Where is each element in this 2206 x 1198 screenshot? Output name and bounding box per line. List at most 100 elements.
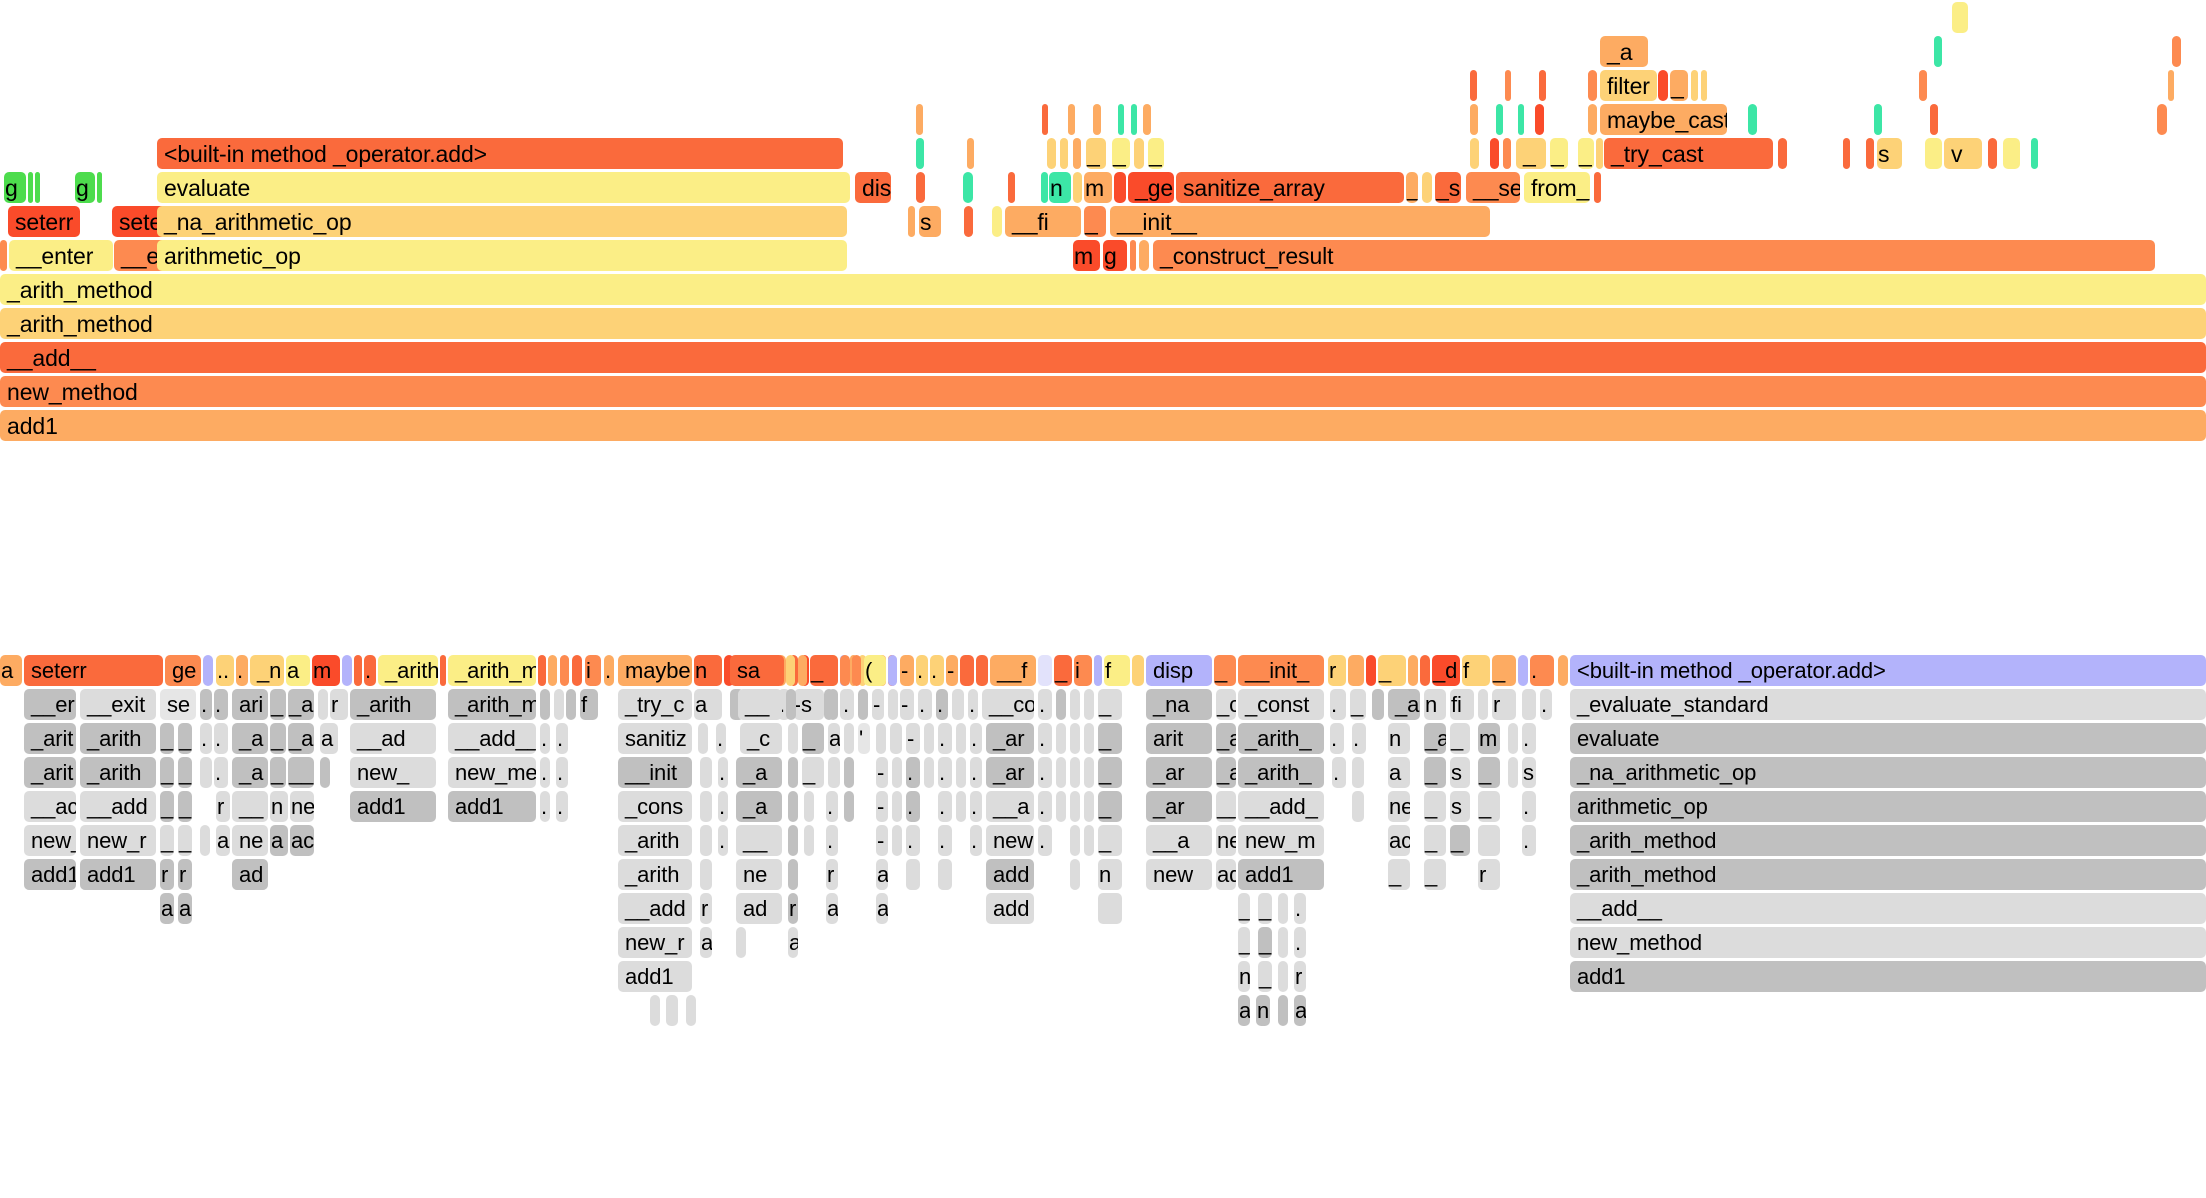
top-frame-d5-8[interactable]: [963, 172, 973, 203]
bottom-frame-d0-65[interactable]: [1348, 655, 1364, 686]
bottom-frame-d2-14[interactable]: sanitiz: [618, 723, 692, 754]
bottom-frame-d1-4[interactable]: .: [214, 689, 228, 720]
bottom-frame-d2-10[interactable]: __ad: [350, 723, 436, 754]
bottom-frame-d3-38[interactable]: .: [1332, 757, 1346, 788]
bottom-frame-d5-9[interactable]: _arith: [618, 825, 692, 856]
bottom-frame-d4-12[interactable]: _cons: [618, 791, 692, 822]
bottom-frame-d5-26[interactable]: __a: [1146, 825, 1212, 856]
bottom-frame-d3-8[interactable]: __: [288, 757, 314, 788]
top-frame-d6-4[interactable]: s: [919, 206, 941, 237]
bottom-frame-d7-6[interactable]: a: [826, 893, 838, 924]
bottom-frame-d1-51[interactable]: _a: [1388, 689, 1420, 720]
bottom-frame-d4-41[interactable]: arithmetic_op: [1570, 791, 2206, 822]
top-frame-d4-14[interactable]: _: [1550, 138, 1568, 169]
bottom-frame-d7-7[interactable]: a: [876, 893, 888, 924]
bottom-frame-d1-42[interactable]: [1070, 689, 1080, 720]
bottom-frame-d0-72[interactable]: _: [1492, 655, 1516, 686]
bottom-frame-d5-4[interactable]: [200, 825, 210, 856]
bottom-frame-d2-0[interactable]: _arit: [24, 723, 76, 754]
top-frame-d4-7[interactable]: _: [1112, 138, 1130, 169]
bottom-frame-d2-27[interactable]: [924, 723, 934, 754]
bottom-frame-d6-20[interactable]: _: [1424, 859, 1446, 890]
bottom-frame-d3-16[interactable]: .: [718, 757, 728, 788]
bottom-frame-d7-4[interactable]: ad: [736, 893, 782, 924]
bottom-frame-d4-36[interactable]: ne: [1388, 791, 1410, 822]
bottom-frame-d5-13[interactable]: [788, 825, 798, 856]
bottom-frame-d1-34[interactable]: -: [900, 689, 914, 720]
bottom-frame-d2-16[interactable]: .: [716, 723, 726, 754]
bottom-frame-d5-33[interactable]: .: [1522, 825, 1536, 856]
bottom-frame-d3-43[interactable]: _: [1478, 757, 1500, 788]
top-frame-d3-15[interactable]: [1930, 104, 1938, 135]
bottom-frame-d7-2[interactable]: __add: [618, 893, 692, 924]
bottom-frame-d4-38[interactable]: s: [1450, 791, 1470, 822]
bottom-frame-d1-17[interactable]: a: [694, 689, 722, 720]
bottom-frame-d0-0[interactable]: a: [0, 655, 22, 686]
bottom-frame-d6-7[interactable]: ne: [736, 859, 782, 890]
bottom-frame-d1-7[interactable]: _a: [288, 689, 314, 720]
bottom-frame-d8-5[interactable]: _: [1258, 927, 1272, 958]
bottom-frame-d5-0[interactable]: new_: [24, 825, 76, 856]
top-frame-d4-19[interactable]: [1843, 138, 1850, 169]
bottom-frame-d1-57[interactable]: .: [1540, 689, 1552, 720]
top-frame-d5-21[interactable]: from_: [1524, 172, 1590, 203]
bottom-frame-d3-41[interactable]: _: [1424, 757, 1446, 788]
top-frame-d4-4[interactable]: [1060, 138, 1068, 169]
bottom-frame-d0-8[interactable]: m: [312, 655, 340, 686]
bottom-frame-d7-13[interactable]: .: [1294, 893, 1306, 924]
top-frame-d4-16[interactable]: [1596, 138, 1603, 169]
bottom-frame-d0-60[interactable]: [1132, 655, 1144, 686]
bottom-frame-d4-10[interactable]: .: [540, 791, 550, 822]
top-frame-d5-3[interactable]: g: [75, 172, 95, 203]
bottom-frame-d6-16[interactable]: new: [1146, 859, 1212, 890]
bottom-frame-d0-58[interactable]: [1094, 655, 1102, 686]
bottom-frame-d3-12[interactable]: .: [540, 757, 550, 788]
bottom-frame-d0-56[interactable]: _: [1054, 655, 1072, 686]
top-frame-d4-10[interactable]: [1470, 138, 1479, 169]
bottom-frame-d6-15[interactable]: n: [1098, 859, 1122, 890]
bottom-frame-d4-11[interactable]: .: [556, 791, 568, 822]
top-frame-d4-15[interactable]: _: [1578, 138, 1594, 169]
bottom-frame-d1-3[interactable]: .: [200, 689, 212, 720]
bottom-frame-d1-39[interactable]: __co: [982, 689, 1034, 720]
bottom-frame-d3-27[interactable]: [956, 757, 966, 788]
bottom-frame-d2-45[interactable]: m: [1478, 723, 1500, 754]
bottom-frame-d0-7[interactable]: a: [286, 655, 310, 686]
bottom-frame-d0-50[interactable]: .: [930, 655, 944, 686]
bottom-frame-d2-46[interactable]: [1508, 723, 1518, 754]
bottom-frame-d1-49[interactable]: _: [1350, 689, 1366, 720]
bottom-frame-d3-23[interactable]: [892, 757, 902, 788]
bottom-frame-d5-20[interactable]: .: [970, 825, 982, 856]
bottom-frame-d0-42[interactable]: [798, 655, 807, 686]
top-frame-d11-0[interactable]: new_method: [0, 376, 2206, 407]
bottom-frame-d2-3[interactable]: _: [178, 723, 192, 754]
bottom-frame-d4-3[interactable]: _: [178, 791, 192, 822]
top-frame-d6-9[interactable]: __init__: [1110, 206, 1490, 237]
bottom-frame-d2-39[interactable]: _arith_: [1238, 723, 1324, 754]
bottom-frame-d2-19[interactable]: [788, 723, 798, 754]
bottom-frame-d0-4[interactable]: ..: [216, 655, 234, 686]
bottom-frame-d3-37[interactable]: _arith_: [1238, 757, 1324, 788]
top-frame-d6-2[interactable]: _na_arithmetic_op: [157, 206, 847, 237]
bottom-frame-d4-25[interactable]: .: [970, 791, 982, 822]
bottom-frame-d2-13[interactable]: .: [556, 723, 568, 754]
top-frame-d1-1[interactable]: _a: [1600, 36, 1648, 67]
bottom-frame-d4-18[interactable]: .: [826, 791, 838, 822]
top-frame-d7-1[interactable]: __enter: [9, 240, 113, 271]
top-frame-d3-9[interactable]: [1518, 104, 1524, 135]
bottom-frame-d4-23[interactable]: .: [938, 791, 952, 822]
top-frame-d2-4[interactable]: filter: [1600, 70, 1657, 101]
bottom-frame-d1-26[interactable]: __: [738, 689, 782, 720]
bottom-frame-d0-66[interactable]: [1366, 655, 1376, 686]
top-frame-d4-2[interactable]: [967, 138, 974, 169]
bottom-frame-d2-1[interactable]: _arith: [80, 723, 156, 754]
bottom-frame-d0-13[interactable]: [440, 655, 446, 686]
bottom-frame-d2-28[interactable]: .: [938, 723, 952, 754]
bottom-frame-d1-38[interactable]: .: [968, 689, 978, 720]
bottom-frame-d0-67[interactable]: _: [1378, 655, 1406, 686]
bottom-frame-d3-5[interactable]: .: [214, 757, 228, 788]
top-frame-d6-3[interactable]: [908, 206, 915, 237]
bottom-frame-d8-7[interactable]: .: [1294, 927, 1306, 958]
bottom-frame-d2-26[interactable]: -: [906, 723, 920, 754]
top-frame-d4-24[interactable]: [1988, 138, 1997, 169]
